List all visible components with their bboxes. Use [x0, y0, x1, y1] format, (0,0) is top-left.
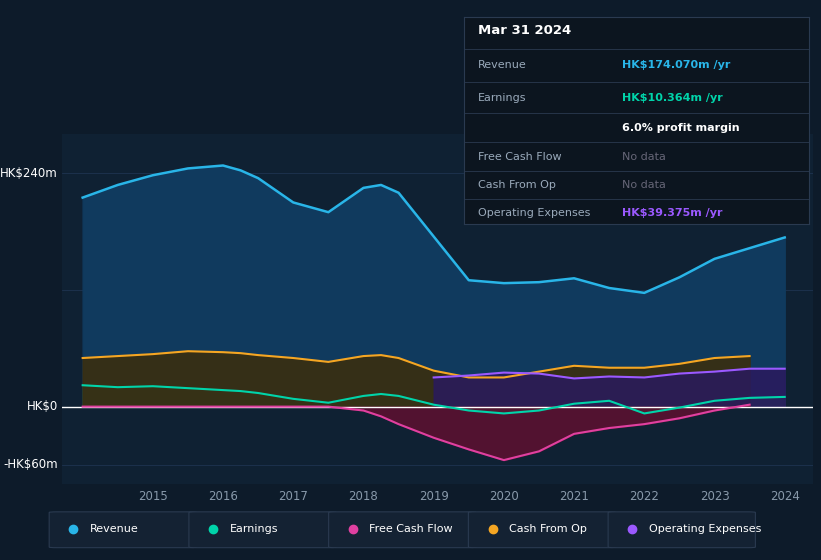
Text: Cash From Op: Cash From Op	[509, 524, 587, 534]
Text: 6.0% profit margin: 6.0% profit margin	[622, 123, 740, 133]
FancyBboxPatch shape	[49, 512, 196, 548]
FancyBboxPatch shape	[468, 512, 616, 548]
Text: Earnings: Earnings	[230, 524, 278, 534]
Text: No data: No data	[622, 180, 667, 190]
Text: Revenue: Revenue	[90, 524, 139, 534]
Text: HK$39.375m /yr: HK$39.375m /yr	[622, 208, 723, 218]
Text: Operating Expenses: Operating Expenses	[478, 208, 590, 218]
FancyBboxPatch shape	[328, 512, 476, 548]
Text: Operating Expenses: Operating Expenses	[649, 524, 761, 534]
Text: HK$174.070m /yr: HK$174.070m /yr	[622, 60, 731, 71]
Text: No data: No data	[622, 152, 667, 162]
Text: -HK$60m: -HK$60m	[3, 459, 57, 472]
Text: Revenue: Revenue	[478, 60, 526, 71]
Text: Cash From Op: Cash From Op	[478, 180, 556, 190]
Text: HK$10.364m /yr: HK$10.364m /yr	[622, 92, 723, 102]
FancyBboxPatch shape	[608, 512, 755, 548]
Text: HK$240m: HK$240m	[0, 167, 57, 180]
Text: HK$0: HK$0	[26, 400, 57, 413]
Text: Free Cash Flow: Free Cash Flow	[478, 152, 562, 162]
Text: Free Cash Flow: Free Cash Flow	[369, 524, 453, 534]
FancyBboxPatch shape	[189, 512, 337, 548]
Text: Mar 31 2024: Mar 31 2024	[478, 24, 571, 37]
Text: Earnings: Earnings	[478, 92, 526, 102]
